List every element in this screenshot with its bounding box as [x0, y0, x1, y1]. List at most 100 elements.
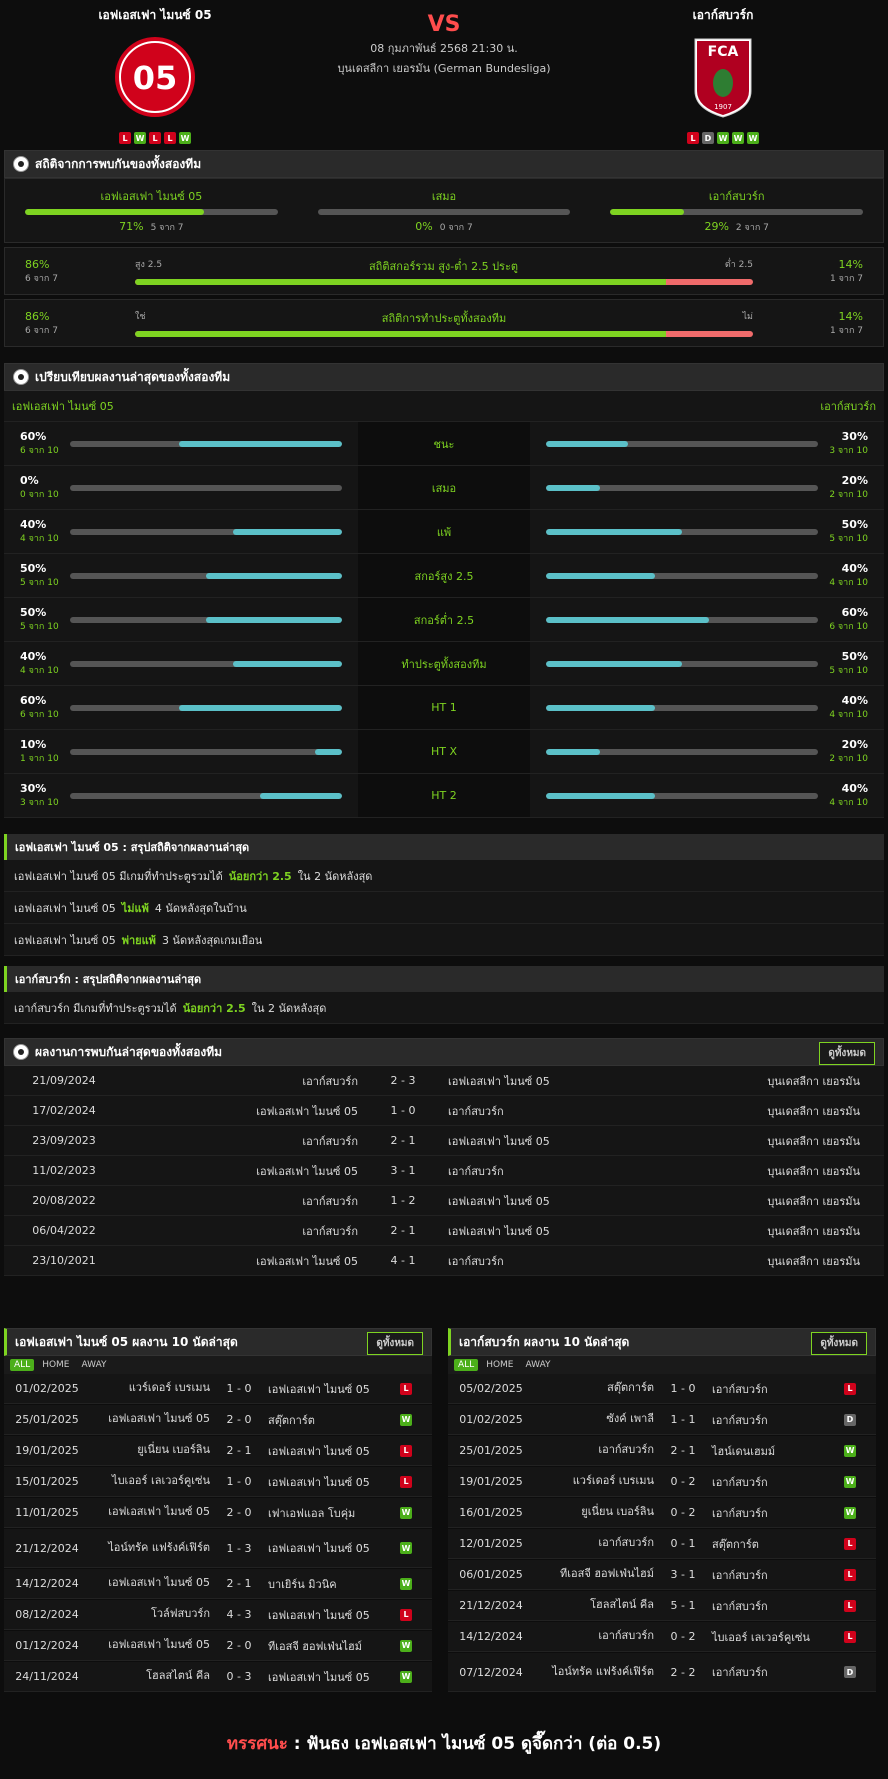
away-summary-title: เอาก์สบวร์ก : สรุปสถิติจากผลงานล่าสุด	[4, 966, 884, 992]
away-count: 4 จาก 10	[829, 798, 868, 808]
compare-home-bar	[70, 572, 342, 579]
away-pct: 40%	[841, 782, 868, 795]
match-row[interactable]: 05/02/2025 สตุ๊ตการ์ต 1 - 0 เอาก์สบวร์ก L	[448, 1374, 876, 1404]
away-pct: 20%	[841, 474, 868, 487]
form-badge: W	[717, 132, 729, 144]
result-badge: W	[400, 1506, 412, 1519]
score: 3 - 1	[670, 1568, 696, 1581]
home-team: เอาก์สบวร์ก	[598, 1536, 654, 1550]
match-row[interactable]: 11/01/2025 เอฟเอสเฟา ไมนซ์ 05 2 - 0 เฟาเอฟแ…	[4, 1498, 432, 1528]
home-team: สตุ๊ตการ์ต	[607, 1381, 654, 1395]
match-row[interactable]: 14/12/2024 เอฟเอสเฟา ไมนซ์ 05 2 - 1 บาเยิร์…	[4, 1569, 432, 1599]
match-row[interactable]: 08/12/2024 โวล์ฟสบวร์ก 4 - 3 เอฟเอสเฟา ไมนซ…	[4, 1600, 432, 1630]
tab-all[interactable]: ALL	[10, 1359, 35, 1371]
away-team: สตุ๊ตการ์ต	[712, 1537, 759, 1551]
match-row[interactable]: 06/01/2025 ทีเอสจี ฮอฟเฟ่นไฮม์ 3 - 1 เอาก์ส…	[448, 1560, 876, 1590]
home-team: โวล์ฟสบวร์ก	[150, 1607, 210, 1621]
home-last10-view-all-button[interactable]: ดูทั้งหมด	[367, 1332, 423, 1355]
match-row[interactable]: 19/01/2025 แวร์เดอร์ เบรเมน 0 - 2 เอาก์สบวร…	[448, 1467, 876, 1497]
h2h-result-row[interactable]: 11/02/2023 เอฟเอสเฟา ไมนซ์ 05 3 - 1 เอาก์สบ…	[4, 1156, 884, 1186]
away-count: 4 จาก 10	[829, 578, 868, 588]
result-badge: L	[400, 1475, 412, 1488]
tab-home[interactable]: HOME	[42, 1360, 70, 1370]
match-row[interactable]: 14/12/2024 เอาก์สบวร์ก 0 - 2 ไบเออร์ เลเวอร…	[448, 1622, 876, 1652]
match-row[interactable]: 07/12/2024 ไอน์ทรัค แฟร้งค์เฟิร์ต 2 - 2 เอา…	[448, 1653, 876, 1692]
summary-team: เอฟเอสเฟา ไมนซ์ 05 มีเกมที่ทำประตูรวมได้	[14, 869, 223, 883]
away-team: เอฟเอสเฟา ไมนซ์ 05	[448, 1224, 550, 1238]
away-last10-view-all-button[interactable]: ดูทั้งหมด	[811, 1332, 867, 1355]
tab-home[interactable]: HOME	[486, 1360, 514, 1370]
result-badge: W	[400, 1577, 412, 1590]
match-row[interactable]: 01/12/2024 เอฟเอสเฟา ไมนซ์ 05 2 - 0 ทีเอสจี…	[4, 1631, 432, 1661]
match-row[interactable]: 01/02/2025 ซังค์ เพาลี 1 - 1 เอาก์สบวร์ก D	[448, 1405, 876, 1435]
away-team: เอฟเอสเฟา ไมนซ์ 05	[268, 1475, 370, 1489]
under-count: 1 จาก 7	[830, 273, 863, 284]
away-pct: 50%	[841, 518, 868, 531]
home-last10-header: เอฟเอสเฟา ไมนซ์ 05 ผลงาน 10 นัดล่าสุด ดูท…	[4, 1328, 432, 1356]
h2h-result-row[interactable]: 23/10/2021 เอฟเอสเฟา ไมนซ์ 05 4 - 1 เอาก์สบ…	[4, 1246, 884, 1276]
h2h-result-row[interactable]: 21/09/2024 เอาก์สบวร์ก 2 - 3 เอฟเอสเฟา ไมนซ…	[4, 1066, 884, 1096]
match-row[interactable]: 25/01/2025 เอฟเอสเฟา ไมนซ์ 05 2 - 0 สตุ๊ตกา…	[4, 1405, 432, 1435]
over-pct: 86%	[25, 257, 50, 271]
compare-away-bar	[546, 440, 818, 447]
score: 1 - 0	[226, 1475, 252, 1488]
away-last10-header: เอาก์สบวร์ก ผลงาน 10 นัดล่าสุด ดูทั้งหมด	[448, 1328, 876, 1356]
compare-label: ชนะ	[358, 422, 530, 465]
tab-all[interactable]: ALL	[454, 1359, 479, 1371]
match-row[interactable]: 24/11/2024 โฮลสไตน์ คีล 0 - 3 เอฟเอสเฟา ไมน…	[4, 1662, 432, 1692]
home-team: เอฟเอสเฟา ไมนซ์ 05	[256, 1104, 358, 1118]
tab-away[interactable]: AWAY	[525, 1360, 551, 1370]
league: บุนเดสลีกา เยอรมัน	[767, 1254, 860, 1268]
match-row[interactable]: 15/01/2025 ไบเออร์ เลเวอร์คูเซ่น 1 - 0 เอฟเ…	[4, 1467, 432, 1497]
away-team-name: เอาก์สบวร์ก	[692, 8, 754, 22]
result-badge: W	[400, 1670, 412, 1683]
compare-row: 40% 4 จาก 10 ทำประตูทั้งสองทีม 50% 5 จาก 10	[4, 642, 884, 686]
match-row[interactable]: 21/12/2024 ไอน์ทรัค แฟร้งค์เฟิร์ต 1 - 3 เอฟ…	[4, 1529, 432, 1568]
result-badge: D	[844, 1413, 856, 1426]
score: 0 - 2	[670, 1475, 696, 1488]
match-league[interactable]: บุนเดสลีกา เยอรมัน (German Bundesliga)	[337, 62, 551, 75]
h2h-result-row[interactable]: 20/08/2022 เอาก์สบวร์ก 1 - 2 เอฟเอสเฟา ไมนซ…	[4, 1186, 884, 1216]
h2h-away-pct: 29%	[704, 220, 729, 233]
home-team: ไอน์ทรัค แฟร้งค์เฟิร์ต	[108, 1540, 210, 1554]
match-date: 16/01/2025	[459, 1506, 523, 1519]
away-team: ทีเอสจี ฮอฟเฟ่นไฮม์	[268, 1639, 362, 1653]
home-team: เอาก์สบวร์ก	[302, 1074, 358, 1088]
result-badge: W	[844, 1475, 856, 1488]
match-row[interactable]: 21/12/2024 โฮลสไตน์ คีล 5 - 1 เอาก์สบวร์ก L	[448, 1591, 876, 1621]
league: บุนเดสลีกา เยอรมัน	[767, 1164, 860, 1178]
compare-away-side: 40% 4 จาก 10	[530, 774, 884, 817]
away-team: เอาก์สบวร์ก	[712, 1382, 768, 1396]
compare-away-pct: 30% 3 จาก 10	[818, 430, 868, 457]
h2h-results-title: ผลงานการพบกันล่าสุดของทั้งสองทีม	[35, 1044, 223, 1059]
home-pct: 60%	[20, 430, 47, 443]
away-team: เอฟเอสเฟา ไมนซ์ 05	[448, 1074, 550, 1088]
btts-yes-label: ใช่	[135, 312, 146, 322]
h2h-stats-title: สถิติจากการพบกันของทั้งสองทีม	[35, 156, 202, 171]
match-date: 12/01/2025	[459, 1537, 523, 1550]
compare-label: แพ้	[358, 510, 530, 553]
h2h-view-all-button[interactable]: ดูทั้งหมด	[819, 1042, 875, 1065]
match-row[interactable]: 01/02/2025 แวร์เดอร์ เบรเมน 1 - 0 เอฟเอสเฟา…	[4, 1374, 432, 1404]
match-row[interactable]: 12/01/2025 เอาก์สบวร์ก 0 - 1 สตุ๊ตการ์ต L	[448, 1529, 876, 1559]
compare-row: 50% 5 จาก 10 สกอร์สูง 2.5 40% 4 จาก 10	[4, 554, 884, 598]
away-pct: 60%	[841, 606, 868, 619]
compare-away-side: 50% 5 จาก 10	[530, 642, 884, 685]
h2h-result-row[interactable]: 23/09/2023 เอาก์สบวร์ก 2 - 1 เอฟเอสเฟา ไมนซ…	[4, 1126, 884, 1156]
match-row[interactable]: 19/01/2025 ยูเนี่ยน เบอร์ลิน 2 - 1 เอฟเอสเฟ…	[4, 1436, 432, 1466]
compare-away-side: 20% 2 จาก 10	[530, 730, 884, 773]
compare-away-pct: 40% 4 จาก 10	[818, 782, 868, 809]
svg-text:1907: 1907	[714, 103, 732, 111]
match-row[interactable]: 25/01/2025 เอาก์สบวร์ก 2 - 1 ไฮน์เดนเฮมม์ W	[448, 1436, 876, 1466]
compare-label: สกอร์สูง 2.5	[358, 554, 530, 597]
h2h-result-row[interactable]: 06/04/2022 เอาก์สบวร์ก 2 - 1 เอฟเอสเฟา ไมนซ…	[4, 1216, 884, 1246]
match-row[interactable]: 16/01/2025 ยูเนี่ยน เบอร์ลิน 0 - 2 เอาก์สบว…	[448, 1498, 876, 1528]
away-team: เฟาเอฟแอล โบคุ่ม	[268, 1506, 356, 1520]
compare-away-pct: 20% 2 จาก 10	[818, 474, 868, 501]
tab-away[interactable]: AWAY	[81, 1360, 107, 1370]
result-badge: W	[400, 1413, 412, 1426]
h2h-result-row[interactable]: 17/02/2024 เอฟเอสเฟา ไมนซ์ 05 1 - 0 เอาก์สบ…	[4, 1096, 884, 1126]
